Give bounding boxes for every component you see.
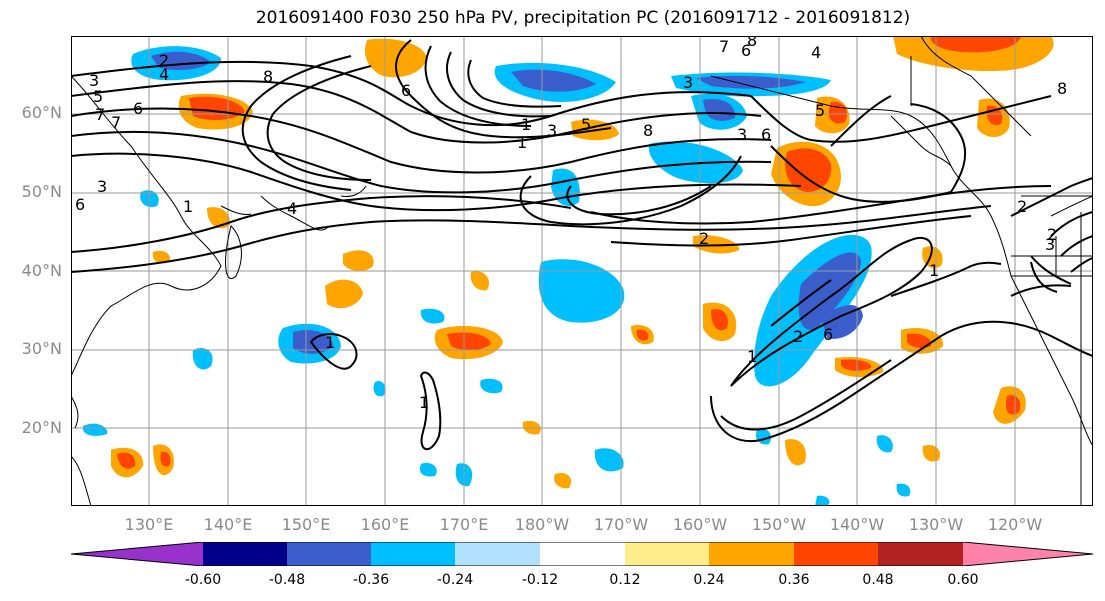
coastlines xyxy=(71,36,1093,506)
contour-label-group: 2 4 3 5 6 7 8 1 3 6 5 8 3 6 4 7 8 3 5 6 … xyxy=(75,36,1067,412)
colorbar-swatch xyxy=(878,542,963,566)
contour-label: 2 xyxy=(699,229,709,248)
lon-label-160w: 160°W xyxy=(672,515,728,534)
contour-label: 4 xyxy=(811,43,821,62)
contour-label: 7 xyxy=(111,113,121,132)
colorbar-tick: 0.24 xyxy=(693,572,725,588)
lon-label-140w: 140°W xyxy=(829,515,885,534)
contour-label: 7 xyxy=(95,105,105,124)
contour-label: 3 xyxy=(547,121,557,140)
lon-label-160e: 160°E xyxy=(360,515,410,534)
contour-label: 3 xyxy=(97,177,107,196)
contour-label: 4 xyxy=(287,199,297,218)
colorbar-swatches xyxy=(70,541,1094,567)
map-panel: 2 4 3 5 6 7 8 1 3 6 5 8 3 6 4 7 8 3 5 6 … xyxy=(71,36,1093,506)
colorbar-swatch xyxy=(287,542,371,566)
colorbar-swatch xyxy=(709,542,794,566)
contour-label: 5 xyxy=(93,87,103,106)
contour-label: 3 xyxy=(89,71,99,90)
contour-label: 8 xyxy=(1057,79,1067,98)
map-title: 2016091400 F030 250 hPa PV, precipitatio… xyxy=(255,8,911,28)
lon-label-150e: 150°E xyxy=(281,515,331,534)
colorbar xyxy=(70,541,1095,570)
colorbar-swatch-purple xyxy=(71,542,203,566)
lon-label-170w: 170°W xyxy=(593,515,649,534)
contour-label: 1 xyxy=(517,133,527,152)
lat-label-50n: 50°N xyxy=(21,182,62,201)
contour-label: 2 xyxy=(159,51,169,70)
pv-contours xyxy=(71,39,1093,450)
colorbar-tick: -0.48 xyxy=(268,572,306,588)
lat-label-30n: 30°N xyxy=(21,339,62,358)
contour-label: 1 xyxy=(929,261,939,280)
colorbar-swatch xyxy=(371,542,455,566)
lon-label-130w: 130°W xyxy=(908,515,964,534)
contour-label: 6 xyxy=(823,325,833,344)
contour-label: 2 xyxy=(1047,225,1057,244)
colorbar-tick: 0.48 xyxy=(862,572,894,588)
contour-label: 5 xyxy=(581,115,591,134)
colorbar-tick: 0.36 xyxy=(778,572,810,588)
colorbar-tick: -0.12 xyxy=(521,572,559,588)
lat-label-20n: 20°N xyxy=(21,418,62,437)
contour-label: 5 xyxy=(815,101,825,120)
lon-label-140e: 140°E xyxy=(203,515,253,534)
lon-label-170e: 170°E xyxy=(439,515,489,534)
colorbar-swatch xyxy=(794,542,878,566)
colorbar-tick: -0.36 xyxy=(352,572,390,588)
colorbar-swatch-pink xyxy=(963,542,1093,566)
contour-label: 6 xyxy=(741,41,751,60)
colorbar-swatch xyxy=(625,542,709,566)
contour-label: 3 xyxy=(1045,235,1055,254)
lon-label-150w: 150°W xyxy=(751,515,807,534)
contour-label: 1 xyxy=(325,333,335,352)
lon-label-120w: 120°W xyxy=(987,515,1043,534)
contour-label: 1 xyxy=(419,393,429,412)
contour-label: 6 xyxy=(75,195,85,214)
colorbar-swatch xyxy=(540,542,625,566)
lat-label-40n: 40°N xyxy=(21,261,62,280)
contour-label: 8 xyxy=(747,36,757,50)
contour-label: 8 xyxy=(263,67,273,86)
contour-label: 6 xyxy=(761,125,771,144)
contour-label: 8 xyxy=(643,121,653,140)
contour-label: 7 xyxy=(719,37,729,56)
contour-label: 6 xyxy=(133,99,143,118)
lon-label-130e: 130°E xyxy=(124,515,174,534)
contour-label: 3 xyxy=(683,73,693,92)
contour-label: 1 xyxy=(183,197,193,216)
colorbar-tick: 0.12 xyxy=(609,572,641,588)
colorbar-tick: -0.60 xyxy=(184,572,222,588)
contour-label: 4 xyxy=(159,65,169,84)
contour-label: 3 xyxy=(737,125,747,144)
colorbar-swatch xyxy=(455,542,540,566)
lat-label-60n: 60°N xyxy=(21,103,62,122)
colorbar-swatch xyxy=(203,542,287,566)
contour-label: 1 xyxy=(747,347,757,366)
lon-label-180w: 180°W xyxy=(514,515,570,534)
contour-label: 6 xyxy=(401,81,411,100)
contour-label: 1 xyxy=(521,115,531,134)
colorbar-tick: -0.24 xyxy=(436,572,474,588)
contour-label: 2 xyxy=(1017,197,1027,216)
contour-label: 2 xyxy=(793,327,803,346)
map-canvas: 2 4 3 5 6 7 8 1 3 6 5 8 3 6 4 7 8 3 5 6 … xyxy=(71,36,1093,506)
colorbar-tick: 0.60 xyxy=(947,572,979,588)
